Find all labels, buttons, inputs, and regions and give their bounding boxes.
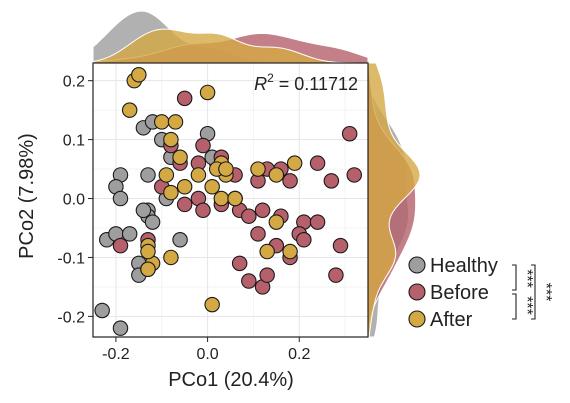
r-squared-superscript: 2	[267, 71, 274, 85]
point-before	[112, 237, 129, 254]
point-after	[282, 243, 298, 260]
legend-label-after: After	[430, 309, 473, 331]
r-squared-symbol: R	[254, 74, 267, 94]
point-after	[172, 149, 188, 166]
point-after	[199, 84, 216, 101]
x-axis-label: PCo1 (20.4%)	[168, 369, 294, 391]
legend-label-healthy: Healthy	[430, 255, 498, 277]
point-before	[323, 173, 340, 189]
point-before	[328, 267, 344, 283]
y-axis-ticks: -0.2 -0.1 0.0 0.1 0.2	[57, 74, 93, 326]
point-before	[195, 137, 211, 154]
point-after	[140, 243, 156, 260]
point-healthy	[172, 232, 188, 248]
point-after	[286, 155, 303, 171]
y-tick-label: 0.0	[63, 192, 85, 209]
y-axis-label: PCo2 (7.98%)	[16, 133, 38, 259]
point-after	[154, 114, 170, 130]
point-before	[241, 208, 257, 224]
point-after	[176, 178, 193, 195]
data-points	[94, 67, 362, 336]
point-after	[218, 161, 234, 177]
point-healthy	[112, 320, 129, 336]
point-before	[309, 155, 326, 171]
point-before	[250, 226, 266, 242]
point-after	[250, 161, 266, 177]
y-tick-label: 0.1	[63, 133, 85, 150]
point-after	[131, 67, 147, 83]
bracket-healthy-before	[512, 264, 517, 291]
point-after	[204, 178, 220, 195]
r-squared-value: = 0.11712	[274, 74, 358, 94]
point-before	[346, 167, 362, 183]
point-after	[268, 214, 285, 230]
x-tick-label: 0.0	[196, 346, 218, 363]
sig-before-after: ***	[518, 296, 535, 315]
sig-healthy-before: ***	[518, 269, 535, 288]
y-tick-label: -0.1	[57, 250, 85, 267]
point-healthy	[135, 202, 152, 219]
point-before	[332, 237, 349, 254]
point-before	[259, 267, 275, 283]
plot-frame	[92, 62, 369, 338]
legend-marker-healthy	[408, 256, 426, 274]
significance-brackets: *********	[512, 264, 554, 320]
point-before	[309, 214, 326, 230]
sig-healthy-after: ***	[537, 283, 554, 302]
point-before	[176, 90, 193, 107]
legend: Healthy Before After	[408, 255, 498, 331]
density-right-after	[367, 62, 421, 338]
bracket-healthy-after	[531, 264, 536, 320]
point-before	[296, 232, 312, 248]
point-after	[163, 249, 179, 266]
point-after	[163, 131, 179, 148]
point-before	[254, 202, 271, 219]
point-healthy	[94, 302, 110, 319]
point-healthy	[144, 214, 161, 230]
point-after	[190, 167, 207, 183]
point-after	[204, 296, 220, 313]
point-healthy	[112, 190, 129, 207]
right-marginal-density	[367, 62, 421, 338]
point-after	[158, 167, 175, 183]
point-before	[241, 273, 257, 289]
x-axis-ticks: -0.2 0.0 0.2	[102, 337, 310, 363]
y-tick-label: -0.2	[57, 309, 85, 326]
point-after	[268, 167, 285, 183]
point-before	[195, 202, 211, 219]
x-tick-label: 0.2	[288, 346, 310, 363]
point-before	[176, 196, 193, 213]
point-after	[163, 184, 179, 201]
legend-marker-before	[408, 283, 426, 301]
point-before	[282, 173, 298, 189]
point-healthy	[121, 226, 138, 242]
point-after	[227, 190, 243, 207]
r-squared-annotation: R2 = 0.11712	[254, 71, 358, 94]
point-before	[231, 255, 248, 272]
legend-marker-after	[408, 310, 426, 328]
density-top-after	[92, 28, 369, 64]
point-after	[167, 114, 184, 130]
point-after	[121, 102, 138, 118]
bracket-before-after	[512, 293, 517, 320]
y-tick-label: 0.2	[63, 74, 85, 91]
point-before	[341, 125, 358, 142]
point-after	[213, 190, 230, 207]
point-healthy	[140, 167, 156, 183]
point-after	[259, 243, 275, 260]
legend-label-before: Before	[430, 282, 489, 304]
x-tick-label: -0.2	[102, 346, 130, 363]
top-marginal-density	[92, 10, 369, 64]
point-after	[140, 261, 156, 277]
